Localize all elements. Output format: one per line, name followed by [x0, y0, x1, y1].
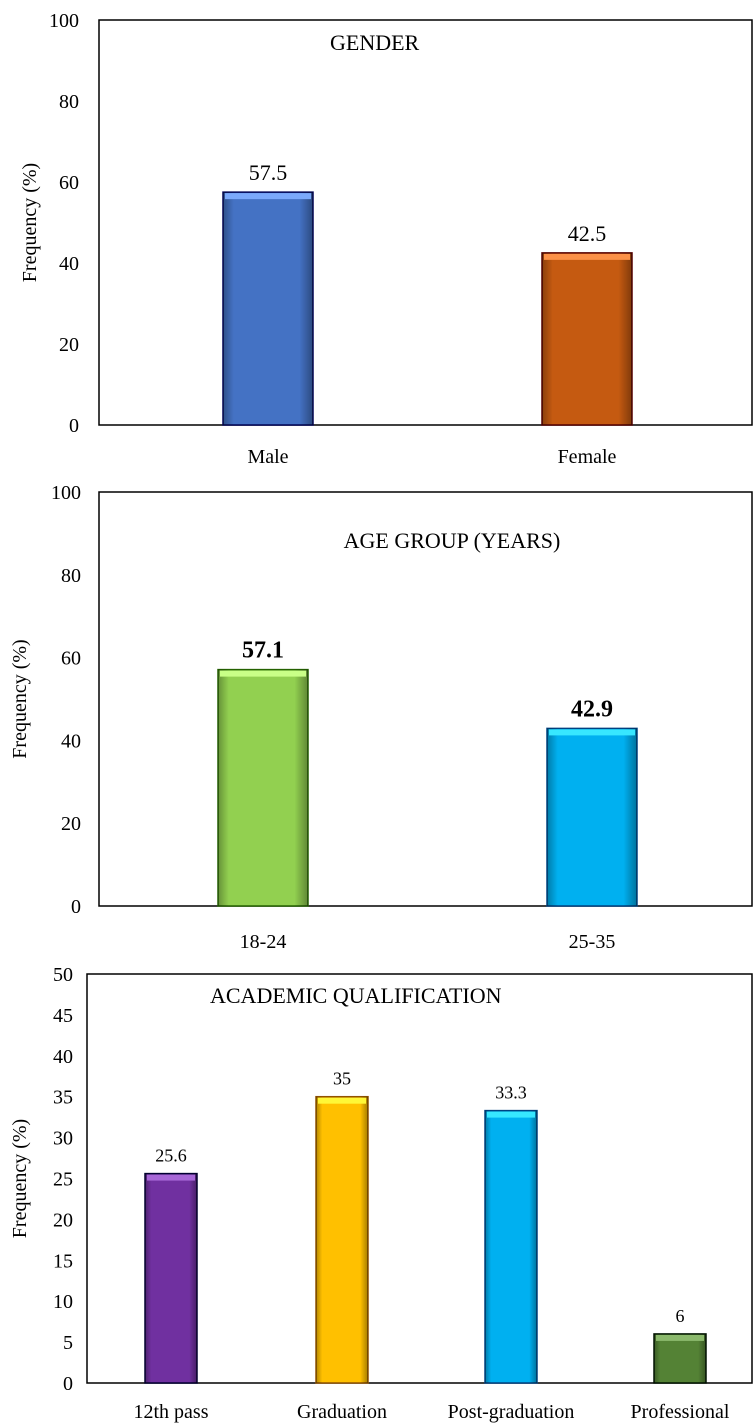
bar-highlight	[220, 670, 306, 677]
y-tick-label: 0	[71, 896, 81, 918]
y-axis-label: Frequency (%)	[9, 639, 31, 758]
x-tick-label: 25-35	[569, 931, 616, 953]
bar-bevel	[145, 1173, 197, 1383]
chart-3: 0 5 10 15 20 25 30 35 40 45 50 Frequency (%) ACADEMI…	[9, 964, 753, 1423]
y-tick-label: 20	[59, 334, 79, 356]
bar-bevel	[316, 1096, 368, 1383]
y-tick-label: 10	[53, 1291, 73, 1313]
bar-bevel	[218, 669, 308, 906]
y-tick-label: 100	[51, 482, 81, 504]
data-label: 42.5	[568, 221, 607, 246]
chart-title: ACADEMIC QUALIFICATION	[210, 983, 502, 1008]
y-tick-label: 20	[53, 1209, 73, 1231]
y-tick-label: 80	[59, 91, 79, 113]
bar-highlight	[549, 729, 635, 736]
chart-title: AGE GROUP (YEARS)	[344, 528, 561, 553]
bar-highlight	[225, 193, 311, 200]
chart-2: 0 20 40 60 80 100 Frequency (%) AGE GROUP (YEAR…	[9, 482, 753, 953]
plot-area-border	[98, 19, 753, 426]
data-label: 42.9	[571, 696, 613, 722]
chart-1: 0 20 40 60 80 100 Frequency (%) GENDER 57.5 Male 4…	[19, 10, 753, 468]
y-tick-label: 100	[49, 10, 79, 32]
y-axis-label: Frequency (%)	[9, 1119, 31, 1238]
y-tick-label: 50	[53, 964, 73, 986]
bar-bevel	[485, 1110, 537, 1383]
y-tick-label: 60	[59, 172, 79, 194]
bar-bevel	[223, 192, 313, 425]
bar-highlight	[487, 1111, 535, 1118]
y-tick-label: 40	[53, 1046, 73, 1068]
y-axis-label: Frequency (%)	[19, 163, 41, 282]
y-tick-label: 35	[53, 1087, 73, 1109]
y-tick-label: 25	[53, 1169, 73, 1191]
bar-highlight	[544, 253, 630, 260]
y-tick-label: 60	[61, 648, 81, 670]
data-label: 6	[676, 1306, 685, 1326]
y-tick-label: 45	[53, 1005, 73, 1027]
y-tick-label: 80	[61, 565, 81, 587]
bar-bevel	[547, 728, 637, 906]
bar-bevel	[654, 1333, 706, 1383]
data-label: 33.3	[495, 1083, 527, 1103]
plot-area-border	[86, 973, 753, 1384]
y-tick-label: 40	[59, 253, 79, 275]
plot-area-border	[98, 491, 753, 907]
bar-highlight	[656, 1334, 704, 1341]
x-tick-label: Professional	[631, 1401, 730, 1423]
y-tick-label: 0	[69, 415, 79, 437]
bar-highlight	[147, 1174, 195, 1181]
x-tick-label: 18-24	[240, 931, 287, 953]
y-tick-label: 20	[61, 813, 81, 835]
x-tick-label: 12th pass	[134, 1401, 209, 1423]
bar-highlight	[318, 1097, 366, 1104]
x-tick-label: Male	[247, 446, 288, 468]
chart-title: GENDER	[330, 30, 420, 55]
x-tick-label: Female	[558, 446, 617, 468]
y-tick-label: 5	[63, 1332, 73, 1354]
y-tick-label: 15	[53, 1250, 73, 1272]
data-label: 25.6	[155, 1146, 187, 1166]
y-tick-label: 0	[63, 1373, 73, 1395]
data-label: 35	[333, 1069, 351, 1089]
x-tick-label: Post-graduation	[448, 1401, 575, 1423]
data-label: 57.5	[249, 160, 288, 185]
bar-bevel	[542, 252, 632, 425]
data-label: 57.1	[242, 638, 284, 664]
y-tick-label: 30	[53, 1128, 73, 1150]
x-tick-label: Graduation	[297, 1401, 387, 1423]
y-tick-label: 40	[61, 730, 81, 752]
